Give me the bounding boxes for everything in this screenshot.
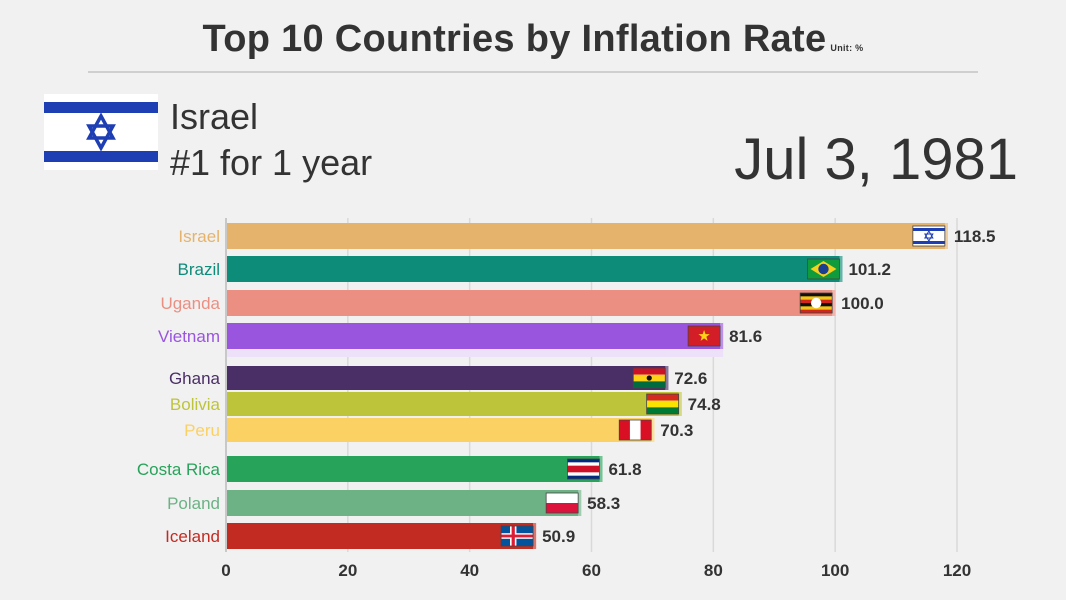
country-label: Poland — [167, 494, 220, 513]
bar-edge — [599, 456, 603, 482]
israel-flag-icon — [912, 225, 946, 247]
date-label: Jul 3, 1981 — [734, 127, 1018, 192]
value-label: 100.0 — [841, 294, 884, 313]
bar-edge — [533, 523, 537, 549]
peru-flag-icon — [618, 419, 652, 441]
country-label: Bolivia — [170, 395, 221, 414]
bar-edge — [578, 490, 582, 516]
bolivia-flag-icon — [646, 393, 680, 415]
bar-edge — [678, 392, 682, 416]
title-text: Top 10 Countries by Inflation Rate — [202, 18, 827, 60]
x-tick-label: 0 — [221, 561, 230, 580]
x-tick-label: 80 — [704, 561, 723, 580]
ghana-flag-icon — [632, 367, 666, 389]
unit-label: Unit: % — [830, 43, 864, 53]
israel-flag-icon — [44, 94, 158, 170]
bar — [226, 456, 603, 482]
bar — [226, 523, 537, 549]
country-label: Ghana — [169, 369, 221, 388]
country-label: Costa Rica — [137, 460, 221, 479]
bar — [226, 490, 582, 516]
value-label: 50.9 — [542, 527, 575, 546]
bar-edge — [665, 366, 669, 390]
value-label: 74.8 — [688, 395, 721, 414]
bar-edge — [944, 223, 948, 249]
x-tick-label: 40 — [460, 561, 479, 580]
value-label: 118.5 — [954, 227, 996, 246]
country-label: Iceland — [165, 527, 220, 546]
country-label: Israel — [178, 227, 220, 246]
leader-rank: #1 for 1 year — [170, 142, 373, 183]
value-label: 61.8 — [608, 460, 641, 479]
x-tick-label: 60 — [582, 561, 601, 580]
brazil-flag-icon — [807, 258, 840, 280]
chart-title: Top 10 Countries by Inflation Rate Unit: … — [0, 18, 1066, 61]
bar — [226, 392, 682, 416]
bar-edge — [720, 323, 724, 349]
value-label: 101.2 — [848, 260, 891, 279]
bar — [226, 223, 948, 249]
country-label: Vietnam — [158, 327, 220, 346]
poland-flag-icon — [545, 492, 579, 514]
bar — [226, 256, 843, 282]
bar-trail — [226, 349, 724, 357]
title-divider — [88, 71, 978, 73]
country-label: Uganda — [160, 294, 220, 313]
x-tick-label: 100 — [821, 561, 849, 580]
x-tick-label: 120 — [943, 561, 971, 580]
value-label: 58.3 — [587, 494, 620, 513]
country-label: Peru — [184, 421, 220, 440]
value-label: 81.6 — [729, 327, 762, 346]
uganda-flag-icon — [799, 292, 833, 314]
bar-edge — [832, 290, 836, 316]
bar — [226, 323, 724, 349]
value-label: 72.6 — [674, 369, 707, 388]
iceland-flag-icon — [500, 525, 534, 547]
bar-edge — [651, 418, 655, 442]
country-label: Brazil — [177, 260, 220, 279]
value-label: 70.3 — [660, 421, 693, 440]
leader-name: Israel — [170, 96, 259, 137]
vietnam-flag-icon — [687, 325, 721, 347]
bar — [226, 418, 655, 442]
bar — [226, 290, 836, 316]
bar — [226, 366, 669, 390]
bar-edge — [839, 256, 843, 282]
costa-rica-flag-icon — [567, 458, 600, 480]
x-tick-label: 20 — [338, 561, 357, 580]
